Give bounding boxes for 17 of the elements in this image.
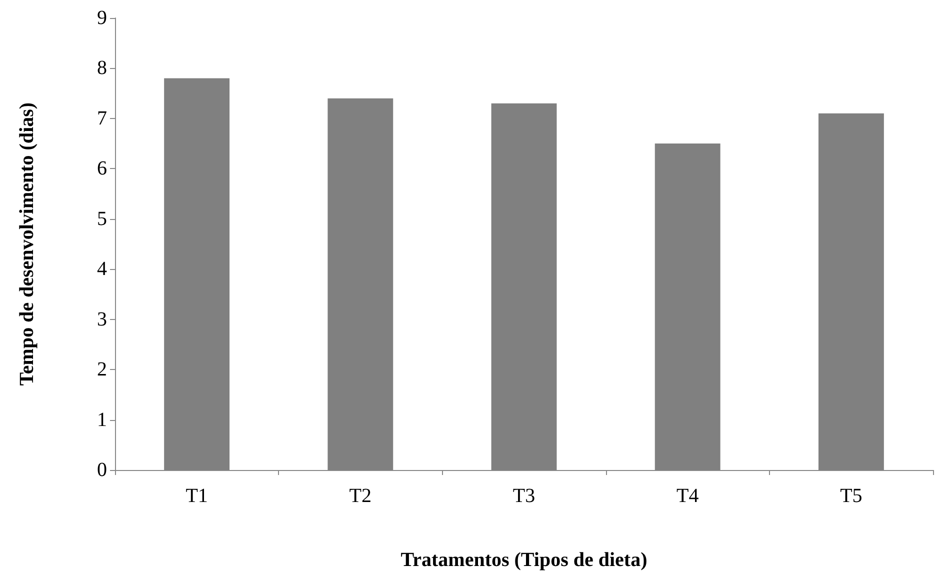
y-tick-label: 4 <box>97 258 107 280</box>
y-tick-label: 0 <box>97 459 107 481</box>
y-axis-title: Tempo de desenvolvimento (dias) <box>16 102 38 386</box>
y-tick-label: 5 <box>97 208 107 230</box>
x-axis-title: Tratamentos (Tipos de dieta) <box>400 549 648 571</box>
y-tick-label: 6 <box>97 158 107 180</box>
y-tick-label: 3 <box>97 308 107 330</box>
x-tick-label: T4 <box>676 485 699 507</box>
x-tick-label: T5 <box>840 485 862 507</box>
y-tick-label: 9 <box>97 7 107 29</box>
y-tick-label: 1 <box>97 408 107 431</box>
y-tick-label: 8 <box>97 57 107 80</box>
x-tick-label: T2 <box>349 485 372 507</box>
y-tick-label: 7 <box>97 107 107 130</box>
x-tick-label: T1 <box>186 485 208 507</box>
x-tick-label: T3 <box>512 485 536 507</box>
y-tick-label: 2 <box>97 358 107 381</box>
